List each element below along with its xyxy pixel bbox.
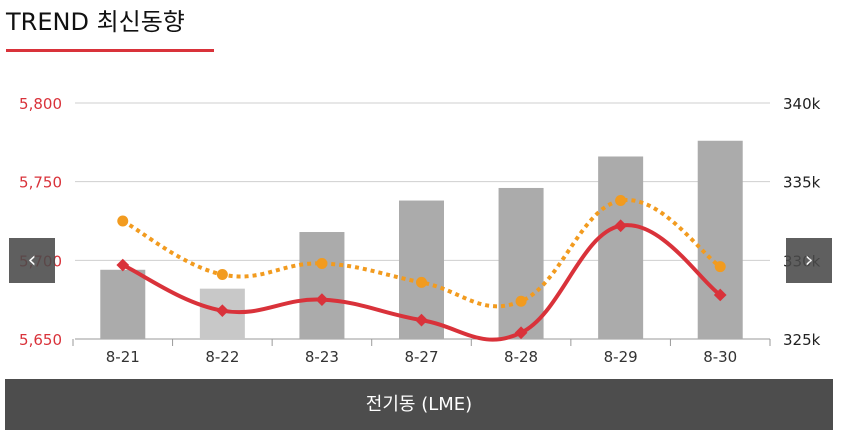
bar	[299, 232, 345, 339]
y-right-tick-label: 325k	[783, 331, 821, 349]
y-right-tick-label: 340k	[783, 95, 821, 113]
chevron-right-icon: ›	[804, 248, 814, 273]
series-point-solid	[116, 258, 130, 272]
bar	[598, 156, 644, 339]
y-left-tick-label: 5,800	[19, 95, 62, 113]
series-point-solid	[415, 313, 428, 327]
series-point-dotted	[615, 195, 627, 207]
prev-button[interactable]: ‹	[9, 238, 55, 283]
series-point-solid	[215, 304, 229, 318]
series-point-dotted	[416, 276, 427, 288]
series-point-dotted	[316, 257, 328, 269]
series-point-dotted	[216, 268, 228, 280]
y-left-tick-label: 5,650	[19, 331, 62, 349]
x-tick-label: 8-22	[205, 348, 239, 366]
bar	[498, 187, 544, 339]
x-tick-label: 8-23	[305, 348, 339, 366]
y-left-tick-label: 5,750	[19, 174, 62, 192]
series-point-dotted	[714, 261, 726, 273]
bar	[697, 140, 743, 339]
chevron-left-icon: ‹	[27, 248, 37, 273]
x-tick-label: 8-27	[404, 348, 438, 366]
next-button[interactable]: ›	[786, 238, 832, 283]
section-header: TREND 최신동향	[6, 4, 214, 52]
series-point-solid	[315, 293, 329, 307]
series-point-dotted	[117, 215, 129, 227]
bar	[100, 269, 146, 339]
x-tick-label: 8-28	[504, 348, 538, 366]
x-tick-label: 8-21	[106, 348, 140, 366]
title-underline	[6, 49, 214, 52]
x-tick-label: 8-30	[703, 348, 737, 366]
x-tick-label: 8-29	[604, 348, 638, 366]
page-title: TREND 최신동향	[6, 8, 185, 36]
series-point-dotted	[515, 295, 527, 307]
commodity-tab[interactable]: 전기동 (LME)	[5, 379, 833, 430]
y-right-tick-label: 335k	[783, 174, 821, 192]
